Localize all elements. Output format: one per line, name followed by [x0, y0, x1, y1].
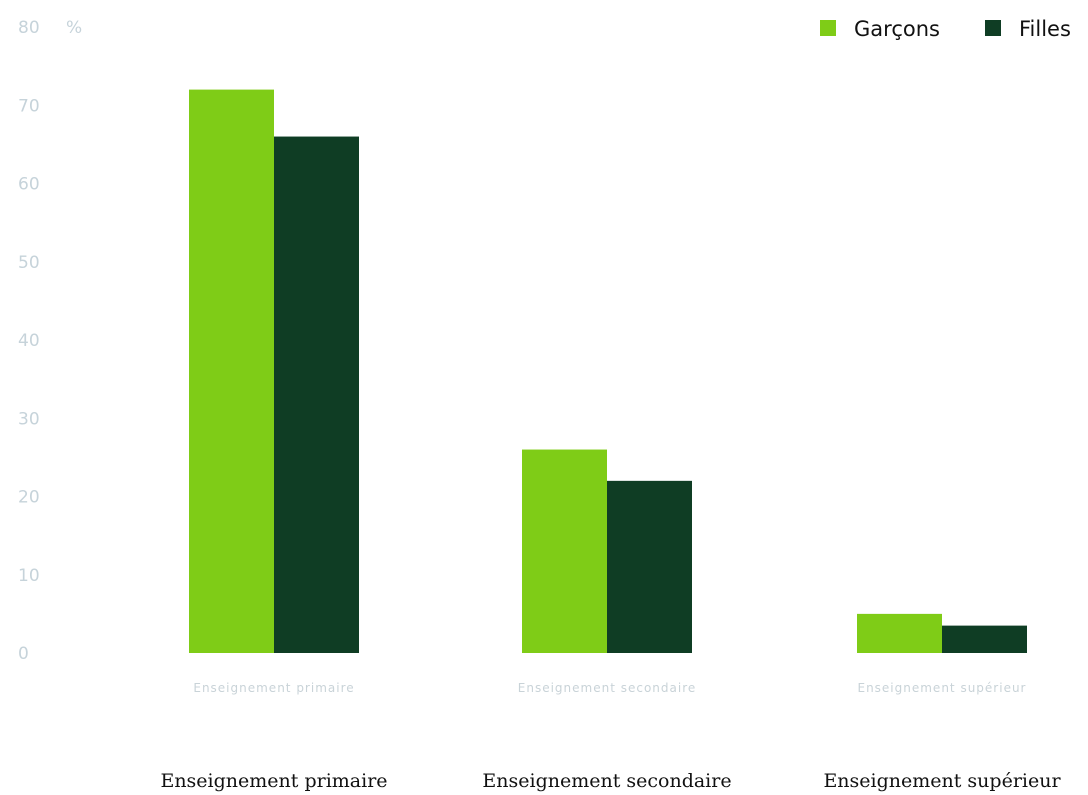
bar-garcons-1 [522, 449, 607, 653]
y-tick-label: 0 [18, 644, 29, 664]
legend-swatch-filles [985, 20, 1001, 36]
y-tick-label: 40 [18, 331, 40, 351]
x-category-label: Enseignement supérieur [823, 770, 1061, 792]
y-tick-label: 50 [18, 253, 40, 273]
y-tick-label: 70 [18, 96, 40, 116]
y-tick-label: 20 [18, 488, 40, 508]
y-tick-label: 10 [18, 566, 40, 586]
x-axis-faint-label: Enseignement secondaire [518, 681, 697, 695]
x-category-label: Enseignement primaire [160, 770, 387, 792]
bar-garcons-2 [857, 613, 942, 653]
bars [189, 89, 1027, 654]
legend-swatch-garcons [820, 20, 836, 36]
y-tick-label: 60 [18, 175, 40, 195]
x-axis-faint-label: Enseignement primaire [193, 681, 354, 695]
y-axis: 0 10 20 30 40 50 60 70 80% [18, 18, 82, 664]
legend: Garçons Filles [820, 17, 1071, 41]
x-axis-faint-label: Enseignement supérieur [857, 681, 1026, 695]
y-tick-label: 30 [18, 409, 40, 429]
bar-filles-0 [274, 136, 359, 654]
bar-garcons-0 [189, 89, 274, 654]
bar-filles-1 [607, 480, 692, 653]
x-axis-labels: Enseignement primaire Enseignement primai… [160, 681, 1061, 792]
y-unit-label: % [66, 18, 82, 38]
legend-label-garcons: Garçons [854, 17, 940, 41]
y-tick-label: 80 [18, 18, 40, 38]
x-category-label: Enseignement secondaire [482, 770, 731, 792]
legend-label-filles: Filles [1019, 17, 1071, 41]
bar-filles-2 [942, 625, 1027, 653]
